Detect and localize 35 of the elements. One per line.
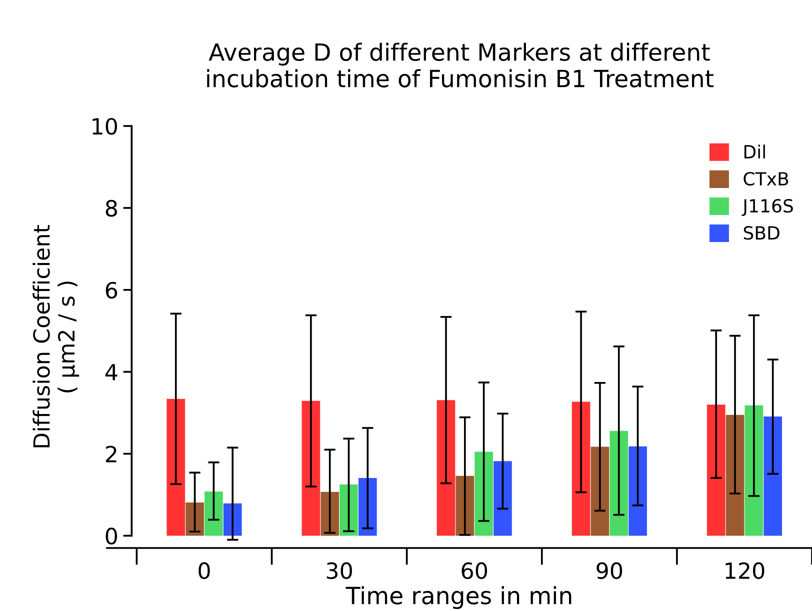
bar (340, 484, 358, 536)
bar (494, 461, 512, 536)
legend-label: J116S (742, 199, 793, 216)
y-tick-label: 10 (92, 118, 118, 135)
legend-label: SBD (744, 226, 780, 240)
bar (706, 404, 726, 536)
bar (166, 398, 186, 536)
bar (610, 430, 628, 536)
y-tick-label: 2 (106, 446, 116, 462)
bar (204, 491, 223, 536)
bar (436, 400, 456, 536)
bar (744, 405, 764, 536)
bar (302, 400, 320, 536)
x-tick-label: 30 (326, 562, 352, 580)
x-tick-label: 0 (198, 562, 210, 580)
y-axis-title: Diffusion Coefficient ( μm2 / s ) (32, 225, 80, 448)
bar (358, 478, 377, 536)
y-tick-label: 8 (106, 200, 117, 217)
legend-label: CTxB (744, 172, 788, 186)
chart-title: Average D of different Markers at different incubation time of Fumonisin B1 Treatment (207, 42, 714, 88)
x-tick-label: 60 (462, 562, 488, 580)
x-tick-label: 90 (596, 562, 622, 580)
bar (572, 402, 590, 536)
legend-label: Dil (744, 144, 765, 158)
y-tick-label: 4 (105, 364, 118, 380)
y-tick-label: 0 (106, 528, 118, 544)
bar (474, 452, 493, 536)
x-axis-title: Time ranges in min (346, 586, 572, 610)
y-tick-label: 6 (106, 282, 118, 299)
bar (590, 446, 610, 536)
bar (726, 414, 744, 536)
x-tick-label: 120 (726, 562, 764, 580)
bar (764, 416, 782, 536)
bar (628, 446, 647, 536)
bar (320, 492, 340, 536)
